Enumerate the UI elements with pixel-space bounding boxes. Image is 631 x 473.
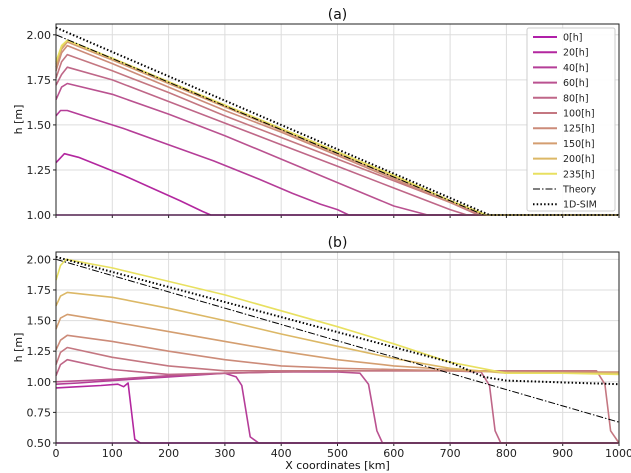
panel-b: 0 100 200 300 400 500 600 700 800 900 1000 0.50 0.7… — [12, 235, 631, 472]
y-tick-label: 0.75 — [27, 406, 52, 419]
panel-b-xtick-labels: 0 100 200 300 400 500 600 700 800 900 1000 — [53, 447, 631, 460]
series-line-150-h — [55, 313, 619, 375]
legend-label: 1D-SIM — [563, 200, 597, 211]
y-tick-label: 1.50 — [27, 315, 52, 328]
series-line-theory — [55, 258, 620, 423]
y-tick-label: 1.00 — [27, 376, 52, 389]
y-tick-label: 1.25 — [27, 164, 52, 177]
panel-a-ylabel: h [m] — [12, 105, 25, 135]
x-tick-label: 0 — [53, 447, 60, 460]
y-tick-label: 2.00 — [27, 253, 52, 266]
x-tick-label: 800 — [496, 447, 517, 460]
legend-box — [526, 27, 616, 212]
series-line-40-h — [55, 372, 619, 444]
series-line-125-h — [55, 44, 619, 216]
panel-b-ylabel: h [m] — [12, 333, 25, 363]
x-tick-label: 700 — [440, 447, 461, 460]
panel-a-title: (a) — [328, 7, 348, 23]
y-tick-label: 1.00 — [27, 209, 52, 222]
legend-label: 125[h] — [563, 124, 595, 135]
x-tick-label: 600 — [383, 447, 404, 460]
y-tick-label: 1.75 — [27, 284, 52, 297]
series-line-60-h — [55, 82, 619, 216]
x-tick-label: 200 — [158, 447, 179, 460]
y-tick-label: 2.00 — [27, 29, 52, 42]
x-tick-label: 400 — [271, 447, 292, 460]
y-tick-label: 1.75 — [27, 74, 52, 87]
x-tick-label: 1000 — [605, 447, 631, 460]
panel-b-title: (b) — [328, 235, 348, 251]
legend-label: 80[h] — [563, 93, 589, 104]
x-tick-label: 100 — [102, 447, 123, 460]
y-tick-label: 1.25 — [27, 345, 52, 358]
legend-label: 235[h] — [563, 169, 595, 180]
x-tick-label: 500 — [327, 447, 348, 460]
panel-b-xlabel: X coordinates [km] — [285, 459, 390, 472]
x-tick-label: 900 — [552, 447, 573, 460]
legend-label: 150[h] — [563, 139, 595, 150]
series-line-60-h — [55, 371, 619, 444]
series-line-20-h — [55, 382, 619, 444]
legend-label: 200[h] — [563, 154, 595, 165]
y-tick-label: 1.50 — [27, 119, 52, 132]
panel-a-ytick-labels: 1.00 1.25 1.50 1.75 2.00 — [27, 29, 52, 222]
legend-label: 60[h] — [563, 78, 589, 89]
series-line-235-h — [55, 258, 620, 376]
series-line-80-h — [55, 66, 619, 216]
panel-b-ytick-labels: 0.50 0.75 1.00 1.25 1.50 1.75 2.00 — [27, 253, 52, 450]
legend-label: Theory — [562, 185, 596, 196]
x-tick-label: 300 — [214, 447, 235, 460]
panel-a: 1.00 1.25 1.50 1.75 2.00 (a) h [m] 0[h] 20[h]… — [12, 7, 620, 222]
legend-label: 0[h] — [563, 33, 582, 44]
panel-a-legend: 0[h] 20[h] 40[h] 60[h] 80[h] 100[h] 125[h] 150[… — [526, 27, 616, 212]
legend-label: 40[h] — [563, 63, 589, 74]
series-line-40-h — [55, 109, 619, 216]
series-line-20-h — [55, 152, 619, 216]
series-line-100-h — [55, 346, 620, 444]
series-line-1d-sim — [55, 255, 620, 386]
y-tick-label: 0.50 — [27, 437, 52, 450]
legend-label: 20[h] — [563, 48, 589, 59]
legend-label: 100[h] — [563, 109, 595, 120]
